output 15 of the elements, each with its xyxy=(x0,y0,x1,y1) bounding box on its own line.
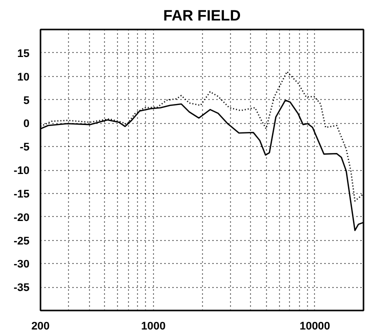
y-tick-label: -30 xyxy=(14,258,30,271)
y-tick-label: 0 xyxy=(23,118,30,130)
y-tick-label: 15 xyxy=(17,48,30,60)
y-tick-label: 10 xyxy=(17,71,30,84)
x-tick-label: 10000 xyxy=(300,320,330,332)
x-tick-label: 1000 xyxy=(141,320,166,332)
chart-title: FAR FIELD xyxy=(163,8,241,24)
y-tick-label: -35 xyxy=(14,282,30,294)
y-tick-label: -25 xyxy=(14,235,30,248)
x-tick-label: 200 xyxy=(31,320,50,332)
y-tick-label: -10 xyxy=(14,165,30,177)
y-tick-label: -20 xyxy=(14,212,30,224)
y-tick-label: -15 xyxy=(14,188,30,200)
y-tick-label: 5 xyxy=(23,94,30,107)
y-tick-label: -5 xyxy=(20,142,30,154)
